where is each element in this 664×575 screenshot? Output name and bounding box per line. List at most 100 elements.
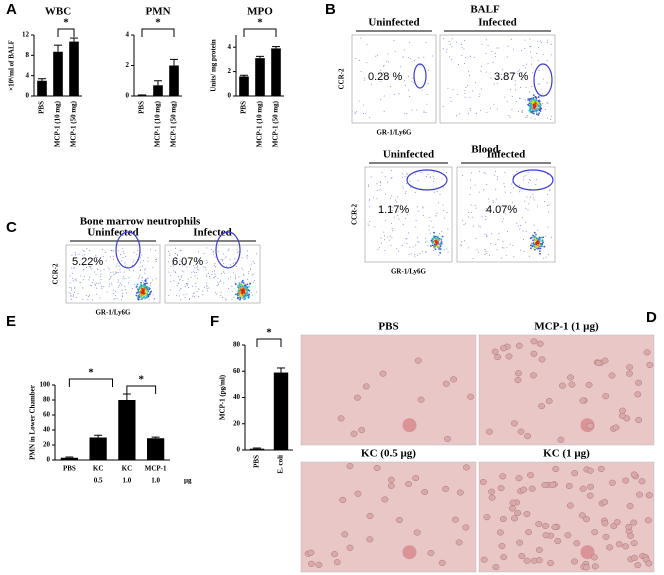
event-dot [408,41,410,43]
event-dot [417,254,419,256]
event-dot [174,252,176,254]
event-dot [481,43,483,45]
event-dot [434,239,437,242]
event-dot [69,282,71,284]
event-dot [531,57,533,59]
bar [147,438,165,460]
event-dot [425,111,427,113]
bar [249,448,265,450]
event-dot [391,228,393,230]
event-dot [542,53,544,55]
gate [533,63,553,97]
event-dot [100,273,102,275]
event-dot [152,267,154,269]
event-dot [532,193,534,195]
event-dot [147,260,149,262]
event-dot [253,281,255,283]
event-dot [461,241,463,243]
event-dot [446,48,448,50]
event-dot [202,266,204,268]
event-dot [439,252,442,254]
event-dot [512,245,514,247]
event-dot [518,225,520,227]
y-tick-label: 8 [26,51,30,59]
event-dot [403,49,405,51]
event-dot [124,262,126,264]
event-dot [239,298,241,301]
event-dot [214,273,216,275]
event-dot [240,289,243,292]
event-dot [376,190,378,192]
event-dot [139,274,141,276]
event-dot [71,272,73,274]
event-dot [536,205,538,207]
event-dot [402,185,404,187]
event-dot [176,258,178,260]
event-dot [433,245,435,248]
event-dot [541,240,544,243]
event-dot [538,47,540,49]
event-dot [71,287,73,289]
event-dot [431,244,434,247]
event-dot [87,299,89,301]
cell [499,473,507,480]
event-dot [507,45,509,47]
event-dot [539,104,542,106]
event-dot [479,171,481,173]
event-dot [438,237,441,240]
event-dot [149,291,152,294]
event-dot [486,111,488,113]
event-dot [394,51,396,53]
event-dot [241,267,243,269]
cell [421,488,429,496]
event-dot [534,102,537,104]
cell [585,381,593,388]
event-dot [236,291,238,293]
cell [354,490,362,497]
cell [498,543,506,550]
event-dot [396,196,398,198]
event-dot [532,72,534,74]
event-dot [510,192,512,194]
event-dot [110,277,112,279]
event-dot [506,246,508,248]
event-dot [485,52,487,54]
event-dot [179,249,181,251]
event-dot [550,43,552,45]
event-dot [532,234,534,237]
event-dot [531,63,533,65]
event-dot [110,276,112,278]
event-dot [464,63,466,65]
event-dot [215,292,217,294]
event-dot [229,259,231,261]
event-dot [522,239,524,241]
event-dot [75,278,77,280]
event-dot [470,211,472,213]
cell [591,529,599,536]
event-dot [125,255,127,257]
panel-label: D [646,309,657,326]
event-dot [412,246,414,248]
event-dot [227,250,229,252]
event-dot [528,178,530,180]
event-dot [379,247,381,249]
event-dot [143,260,145,262]
event-dot [375,55,377,57]
event-dot [154,249,156,251]
cell [594,359,602,366]
cell [566,502,574,509]
event-dot [154,298,156,300]
cell [494,354,502,361]
event-dot [429,176,431,178]
event-dot [132,288,134,290]
cell [542,522,549,530]
event-dot [243,274,245,276]
event-dot [251,294,253,296]
cell [500,345,508,352]
panel-label: B [325,1,336,18]
cell [606,544,614,551]
event-dot [472,258,474,260]
event-dot [537,83,539,85]
event-dot [484,215,486,217]
significance-label: * [257,17,263,29]
